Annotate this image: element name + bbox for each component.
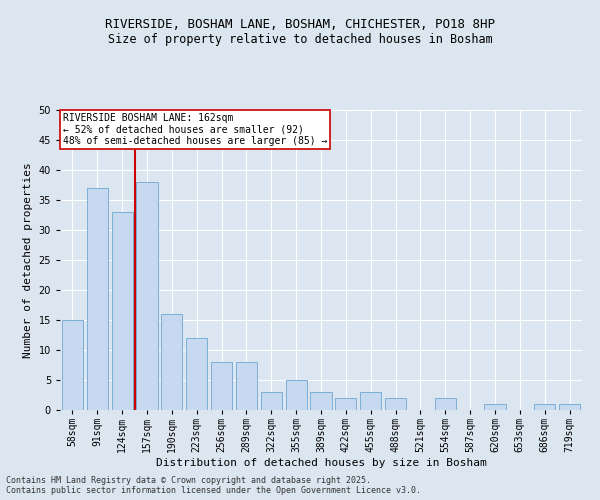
- Bar: [136, 182, 158, 410]
- Y-axis label: Number of detached properties: Number of detached properties: [23, 162, 33, 358]
- Bar: [62, 320, 83, 410]
- Bar: [112, 212, 133, 410]
- Bar: [360, 392, 381, 410]
- Bar: [484, 404, 506, 410]
- Bar: [435, 398, 456, 410]
- Bar: [161, 314, 182, 410]
- Bar: [534, 404, 555, 410]
- Bar: [559, 404, 580, 410]
- Text: RIVERSIDE BOSHAM LANE: 162sqm
← 52% of detached houses are smaller (92)
48% of s: RIVERSIDE BOSHAM LANE: 162sqm ← 52% of d…: [62, 113, 327, 146]
- Bar: [211, 362, 232, 410]
- Bar: [261, 392, 282, 410]
- Bar: [186, 338, 207, 410]
- Bar: [87, 188, 108, 410]
- Bar: [385, 398, 406, 410]
- Text: RIVERSIDE, BOSHAM LANE, BOSHAM, CHICHESTER, PO18 8HP: RIVERSIDE, BOSHAM LANE, BOSHAM, CHICHEST…: [105, 18, 495, 30]
- Bar: [286, 380, 307, 410]
- Bar: [335, 398, 356, 410]
- Bar: [310, 392, 332, 410]
- Bar: [236, 362, 257, 410]
- Text: Contains HM Land Registry data © Crown copyright and database right 2025.
Contai: Contains HM Land Registry data © Crown c…: [6, 476, 421, 495]
- X-axis label: Distribution of detached houses by size in Bosham: Distribution of detached houses by size …: [155, 458, 487, 468]
- Text: Size of property relative to detached houses in Bosham: Size of property relative to detached ho…: [107, 32, 493, 46]
